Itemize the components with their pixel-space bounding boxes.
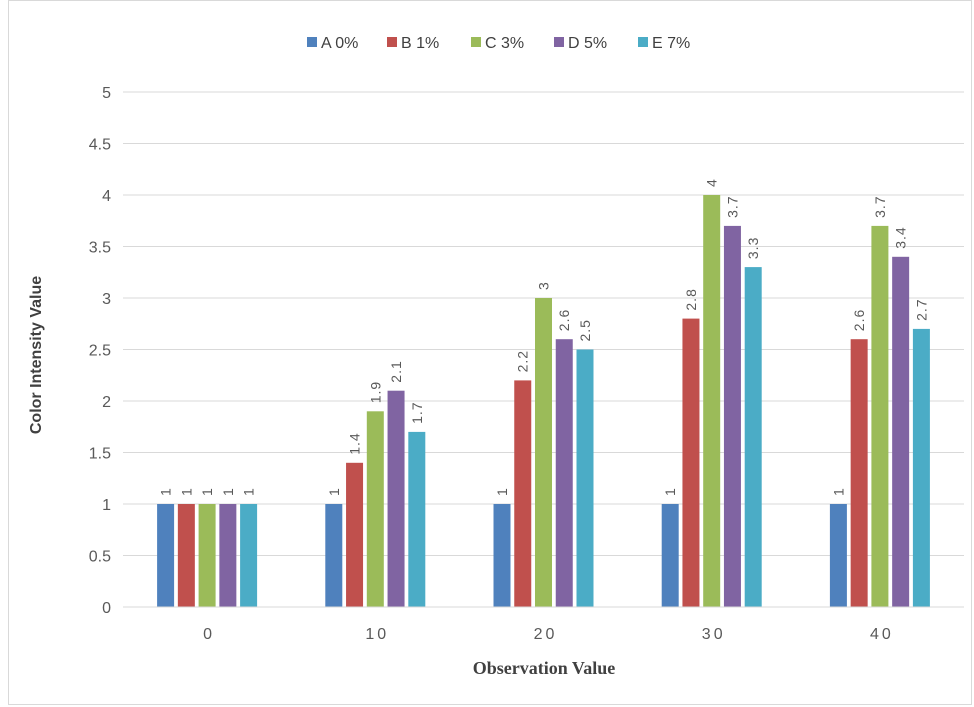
y-tick-label: 1.5 (89, 446, 111, 463)
y-tick-label: 1 (102, 497, 111, 514)
bar-d-40 (892, 256, 910, 607)
data-label: 3.7 (724, 195, 740, 217)
data-label: 1.9 (367, 381, 383, 403)
bar-a-40 (829, 504, 847, 607)
legend-label: B 1% (401, 35, 439, 52)
legend-swatch (471, 37, 481, 47)
legend: A 0% B 1% C 3% D 5% E 7% (307, 35, 690, 52)
y-axis-title: Color Intensity Value (28, 276, 45, 434)
data-label: 2.8 (683, 288, 699, 310)
bar-a-20 (493, 504, 511, 607)
bar-b-10 (346, 462, 364, 607)
legend-swatch (307, 37, 317, 47)
legend-label: E 7% (652, 35, 690, 52)
data-label: 1 (662, 487, 678, 496)
data-label: 1 (830, 487, 846, 496)
bar-a-30 (661, 504, 679, 607)
bar-b-0 (177, 504, 195, 607)
data-label: 3.3 (745, 237, 761, 259)
data-label: 3 (536, 281, 552, 290)
x-tick-label: 20 (534, 626, 558, 643)
bar-d-30 (723, 225, 741, 607)
bar-e-0 (240, 504, 258, 607)
y-tick-label: 0 (102, 600, 111, 617)
y-tick-label: 0.5 (89, 549, 111, 566)
y-tick-label: 4.5 (89, 137, 111, 154)
bar-d-20 (555, 339, 573, 607)
bar-e-20 (576, 349, 594, 607)
data-label: 3.4 (893, 226, 909, 248)
data-labels: 1 1 1 1 1 11.41.92.11.712.232.6 2.512.843.73.3… (158, 178, 930, 496)
legend-swatch (638, 37, 648, 47)
bar-c-30 (703, 195, 721, 607)
data-label: 1 (178, 487, 194, 496)
y-tick-label: 3.5 (89, 240, 111, 257)
y-tick-label: 3 (102, 291, 111, 308)
data-label: 2.1 (388, 360, 404, 382)
chart-frame: 0 0.5 1 1.5 2 2.5 3 3.5 4 4.5 5 1 1 1 1 1 1 1.4 1.9 2.1 1.7… (8, 0, 972, 705)
y-axis-ticks: 0 0.5 1 1.5 2 2.5 3 3.5 4 4.5 5 (89, 85, 111, 617)
legend-swatch (554, 37, 564, 47)
x-tick-label: 40 (870, 626, 894, 643)
legend-swatch (387, 37, 397, 47)
legend-label: D 5% (568, 35, 607, 52)
bar-b-20 (514, 380, 532, 607)
x-tick-label: 30 (702, 626, 726, 643)
y-tick-label: 2 (102, 394, 111, 411)
data-label: 1.7 (409, 401, 425, 423)
data-label: 1 (158, 487, 174, 496)
bar-chart: 00.511.522.533.544.55 1 1 1 1 1 11.41.92.11.7… (28, 35, 964, 678)
bar-b-40 (850, 339, 868, 607)
data-label: 1 (199, 487, 215, 496)
x-axis-ticks: 0 10 20 30 40 (203, 626, 894, 643)
data-label: 2.7 (913, 298, 929, 320)
bar-b-30 (682, 318, 700, 607)
bar-d-10 (387, 390, 405, 607)
bar-e-10 (408, 431, 426, 607)
y-tick-label: 4 (102, 188, 111, 205)
bar-c-10 (366, 411, 384, 607)
data-label: 2.5 (577, 319, 593, 341)
bar-a-0 (157, 504, 175, 607)
data-label: 2.6 (851, 309, 867, 331)
data-label: 1 (241, 487, 257, 496)
bar-a-10 (325, 504, 343, 607)
x-tick-label: 10 (365, 626, 389, 643)
x-tick-label: 0 (203, 626, 215, 643)
data-label: 4 (704, 178, 720, 187)
legend-label: A 0% (321, 35, 358, 52)
data-label: 1 (220, 487, 236, 496)
data-label: 1 (494, 487, 510, 496)
x-axis-title: Observation Value (473, 658, 616, 678)
data-label: 3.7 (872, 195, 888, 217)
bar-c-20 (535, 298, 552, 607)
legend-label: C 3% (485, 35, 524, 52)
bar-e-40 (912, 328, 930, 607)
bar-c-40 (871, 225, 889, 607)
data-label: 1 (326, 487, 342, 496)
data-label: 2.2 (515, 350, 531, 372)
data-label: 1.4 (347, 432, 363, 454)
y-tick-label: 5 (102, 85, 111, 102)
bar-d-0 (219, 504, 237, 607)
data-label: 2.6 (556, 309, 572, 331)
bar-c-0 (198, 504, 216, 607)
bar-e-30 (744, 267, 762, 607)
y-tick-label: 2.5 (89, 343, 111, 360)
bars (157, 195, 930, 607)
